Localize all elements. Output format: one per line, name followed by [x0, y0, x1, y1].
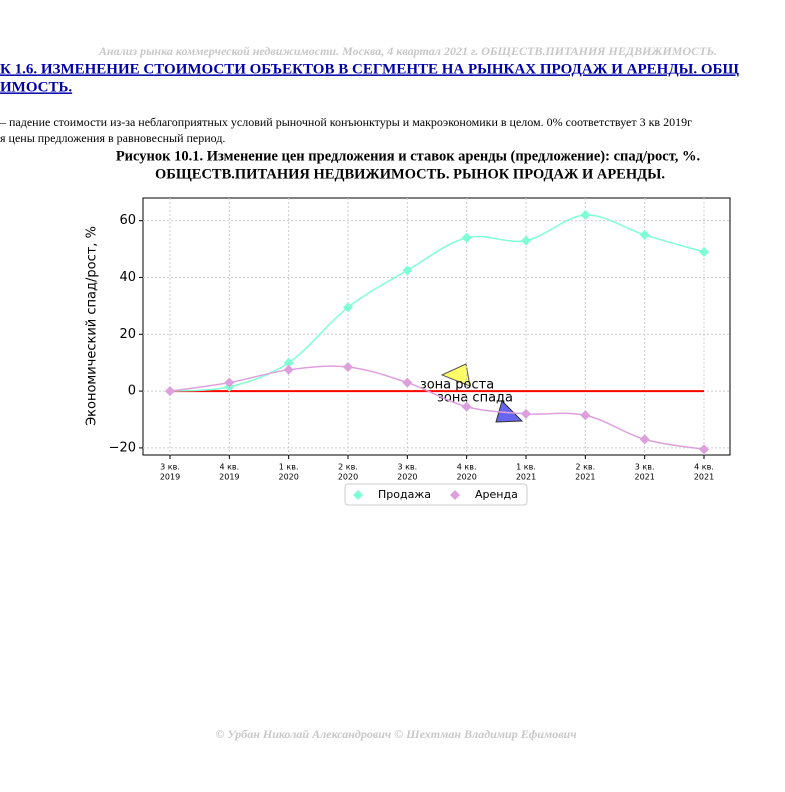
data-point [165, 386, 175, 397]
header: Анализ рынка коммерческой недвижимости. … [98, 44, 717, 58]
data-point [402, 265, 413, 276]
x-tick-label: 2020 [456, 473, 476, 482]
data-point [699, 246, 709, 257]
x-tick-label: 2021 [694, 473, 714, 482]
section-title: ИМОСТЬ. [0, 79, 72, 95]
annotation: зона роста [420, 378, 494, 393]
y-tick-label: 0 [128, 384, 136, 399]
x-tick-label: 3 кв. [160, 463, 180, 472]
data-point [402, 377, 413, 388]
data-point [521, 408, 531, 419]
x-tick-label: 2 кв. [338, 463, 358, 472]
data-point [224, 377, 235, 388]
x-tick-label: 2021 [634, 473, 654, 482]
chart-title: ОБЩЕСТВ.ПИТАНИЯ НЕДВИЖИМОСТЬ. РЫНОК ПРОД… [155, 166, 665, 182]
growth-marker [440, 363, 471, 387]
legend-marker [450, 490, 460, 500]
x-tick-label: 1 кв. [516, 463, 536, 472]
data-point [580, 210, 591, 221]
legend-marker [353, 490, 363, 500]
plot-frame [142, 197, 731, 456]
x-tick-label: 2019 [219, 473, 239, 482]
y-tick-label: 40 [119, 270, 136, 285]
x-tick-label: 4 кв. [457, 463, 477, 472]
data-point [580, 410, 591, 421]
legend-label: Аренда [475, 488, 518, 501]
x-tick-label: 2021 [516, 473, 536, 482]
x-tick-label: 2020 [397, 473, 417, 482]
data-point [343, 361, 353, 372]
paragraph: – падение стоимости из-за неблагоприятны… [0, 115, 692, 129]
data-point [343, 302, 353, 313]
legend-label: Продажа [378, 488, 431, 501]
x-tick-label: 4 кв. [694, 463, 714, 472]
data-point [461, 232, 472, 243]
data-point [283, 364, 294, 375]
y-tick-label: 60 [119, 213, 136, 228]
x-tick-label: 3 кв. [397, 463, 417, 472]
x-tick-label: 2019 [160, 473, 180, 482]
x-tick-label: 2020 [278, 473, 298, 482]
data-point [283, 357, 294, 368]
x-tick-label: 4 кв. [219, 463, 239, 472]
data-point [461, 401, 472, 412]
annotation: зона спада [437, 391, 513, 406]
x-tick-label: 3 кв. [635, 463, 655, 472]
series-line [169, 214, 705, 392]
y-tick-label: −20 [109, 440, 136, 455]
x-tick-label: 2 кв. [575, 463, 595, 472]
data-point [639, 229, 650, 240]
data-point [699, 444, 709, 455]
x-tick-label: 2021 [575, 473, 595, 482]
footer: © Урбан Николай Александрович © Шехтман … [215, 727, 576, 741]
section-title: К 1.6. ИЗМЕНЕНИЕ СТОИМОСТИ ОБЪЕКТОВ В СЕ… [0, 61, 739, 77]
data-point [639, 434, 650, 445]
chart-title: Рисунок 10.1. Изменение цен предложения … [116, 148, 700, 164]
data-point [521, 235, 531, 246]
legend [344, 483, 528, 506]
paragraph: я цены предложения в равновесный период. [0, 131, 225, 145]
x-tick-label: 2020 [338, 473, 358, 482]
y-axis-label: Экономический спад/рост, % [85, 226, 100, 426]
x-tick-label: 1 кв. [279, 463, 299, 472]
y-tick-label: 20 [119, 327, 136, 342]
series-line [169, 365, 705, 451]
